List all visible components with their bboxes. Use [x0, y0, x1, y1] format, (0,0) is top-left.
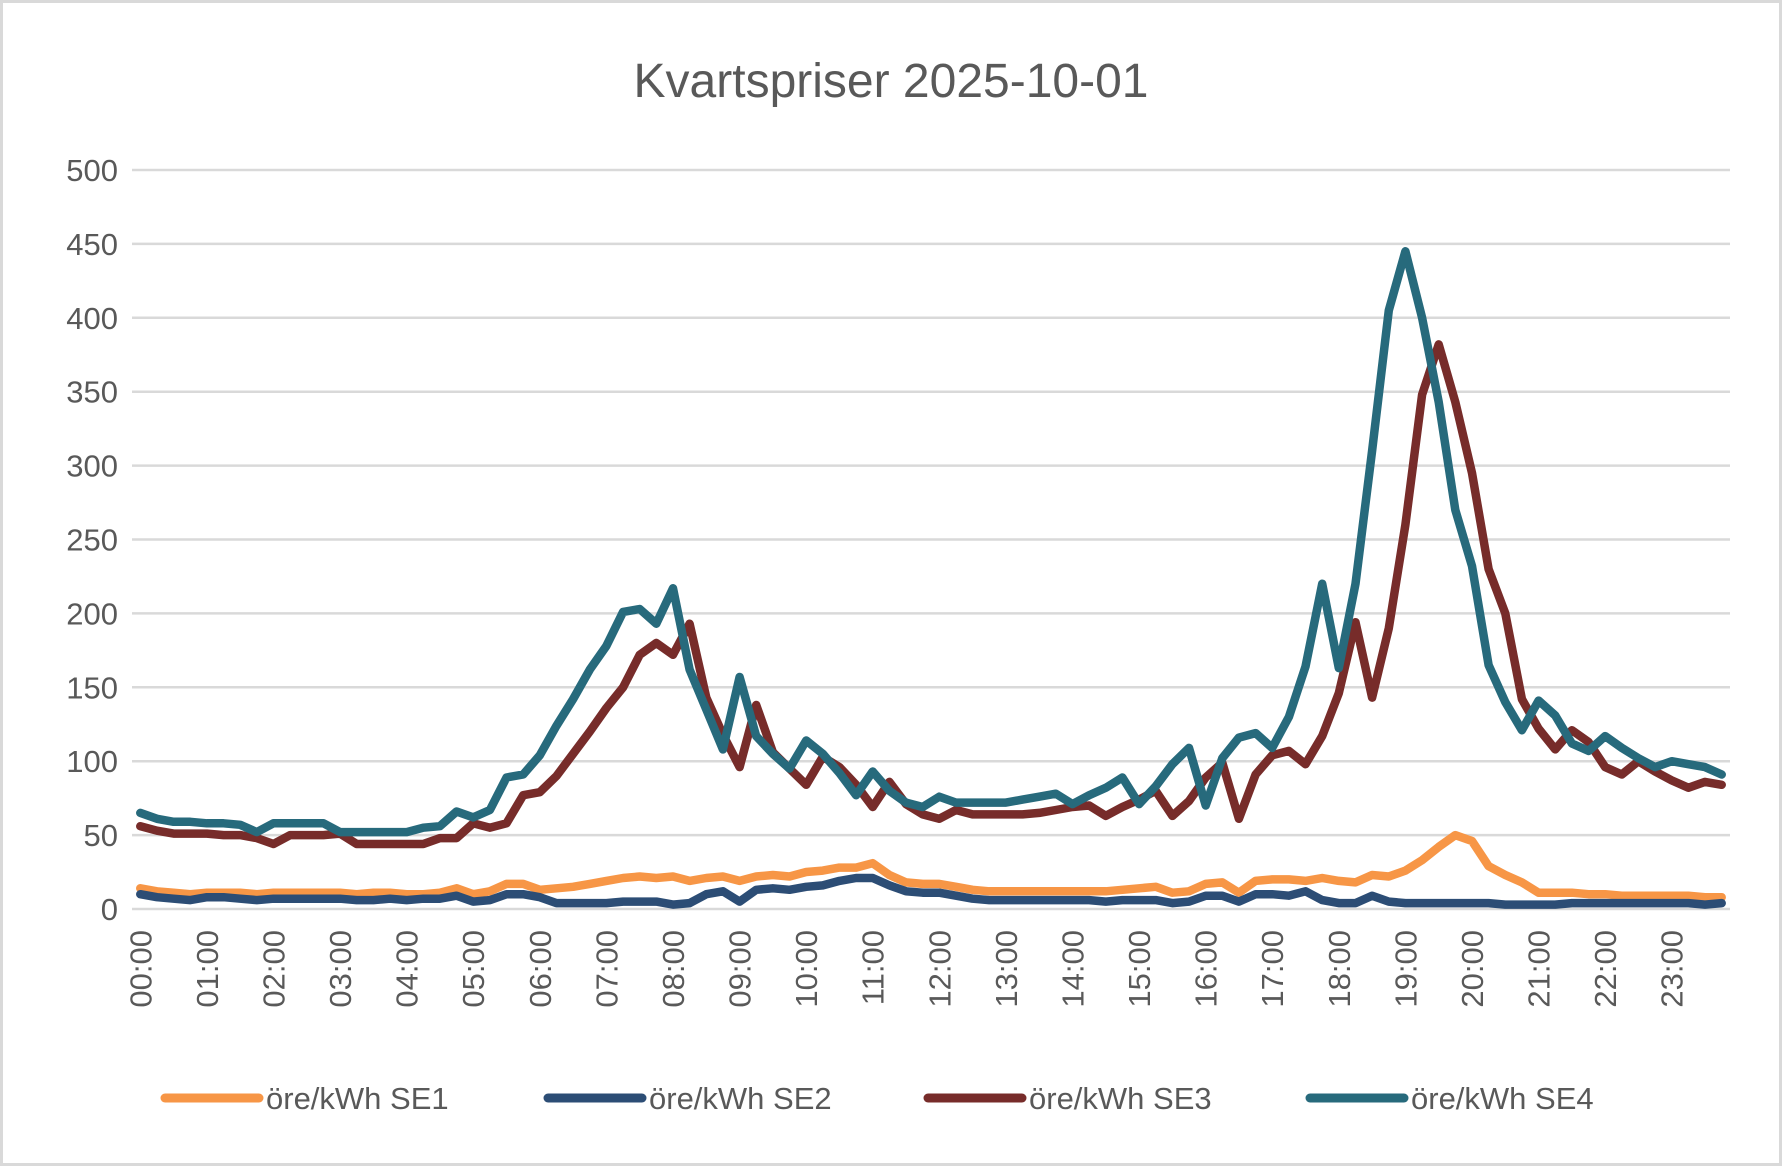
x-tick-label: 09:00	[723, 930, 758, 1008]
y-tick-label: 100	[66, 744, 118, 779]
legend-label: öre/kWh SE3	[1029, 1081, 1212, 1116]
y-tick-label: 0	[101, 892, 118, 927]
y-tick-label: 350	[66, 375, 118, 410]
x-tick-label: 12:00	[922, 930, 957, 1008]
series-lines	[136, 247, 1726, 909]
series-line-se3	[136, 340, 1726, 849]
x-tick-label: 02:00	[256, 930, 291, 1008]
series-points	[140, 251, 1722, 833]
x-tick-label: 03:00	[323, 930, 358, 1008]
x-tick-label: 21:00	[1522, 930, 1557, 1008]
y-tick-label: 200	[66, 596, 118, 631]
x-tick-label: 01:00	[190, 930, 225, 1008]
x-tick-label: 06:00	[523, 930, 558, 1008]
x-tick-label: 18:00	[1322, 930, 1357, 1008]
legend-label: öre/kWh SE4	[1411, 1081, 1594, 1116]
legend: öre/kWh SE1 öre/kWh SE2 öre/kWh SE3 öre/kWh…	[160, 1081, 1594, 1116]
x-tick-label: 00:00	[123, 930, 158, 1008]
y-tick-label: 300	[66, 449, 118, 484]
series-line-se4	[136, 247, 1726, 837]
series-line-se2	[136, 873, 1726, 909]
chart-title: Kvartspriser 2025-10-01	[634, 55, 1149, 108]
x-tick-label: 19:00	[1388, 930, 1423, 1008]
x-tick-label: 22:00	[1588, 930, 1623, 1008]
legend-item: öre/kWh SE2	[543, 1081, 832, 1116]
x-tick-label: 08:00	[656, 930, 691, 1008]
x-tick-label: 13:00	[989, 930, 1024, 1008]
x-tick-label: 20:00	[1455, 930, 1490, 1008]
legend-label: öre/kWh SE2	[649, 1081, 832, 1116]
x-tick-label: 14:00	[1055, 930, 1090, 1008]
legend-item: öre/kWh SE1	[160, 1081, 449, 1116]
series-points	[140, 835, 1722, 898]
x-tick-label: 04:00	[390, 930, 425, 1008]
legend-item: öre/kWh SE4	[1305, 1081, 1594, 1116]
y-tick-label: 400	[66, 301, 118, 336]
legend-item: öre/kWh SE3	[923, 1081, 1212, 1116]
x-tick-label: 17:00	[1255, 930, 1290, 1008]
x-tick-label: 16:00	[1189, 930, 1224, 1008]
y-tick-label: 150	[66, 670, 118, 705]
y-tick-label: 250	[66, 523, 118, 558]
y-tick-label: 500	[66, 153, 118, 188]
legend-label: öre/kWh SE1	[266, 1081, 449, 1116]
x-tick-label: 07:00	[589, 930, 624, 1008]
y-tick-label: 50	[84, 818, 118, 853]
y-tick-label: 450	[66, 227, 118, 262]
y-axis-ticks: 0 50 100 150 200 250 300 350 400 450 500	[66, 153, 118, 927]
series-points	[140, 877, 1722, 905]
x-tick-label: 15:00	[1122, 930, 1157, 1008]
series-line-se1	[136, 830, 1726, 902]
x-tick-label: 10:00	[789, 930, 824, 1008]
x-tick-label: 05:00	[456, 930, 491, 1008]
x-axis-ticks: 00:00 01:00 02:00 03:00 04:00 05:00 06:00 07:00…	[123, 930, 1689, 1008]
x-tick-label: 23:00	[1655, 930, 1690, 1008]
series-points	[140, 344, 1722, 845]
x-tick-label: 11:00	[856, 930, 891, 1005]
